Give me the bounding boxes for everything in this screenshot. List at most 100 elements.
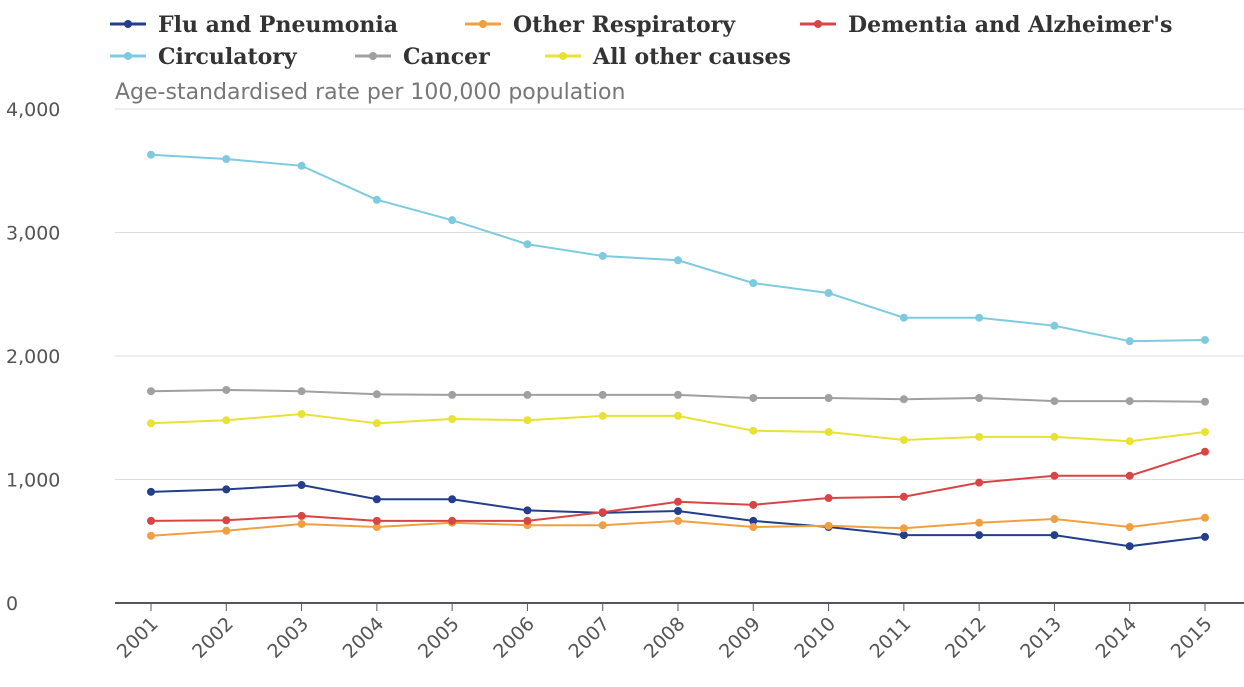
legend-label: All other causes [592, 44, 791, 70]
data-point [899, 435, 908, 444]
data-point [598, 390, 607, 399]
data-point [448, 216, 457, 225]
data-point [372, 195, 381, 204]
data-point [1050, 471, 1059, 480]
data-point [222, 485, 231, 494]
data-point [222, 516, 231, 525]
x-tick-label: 2008 [640, 613, 690, 663]
data-point [1125, 397, 1134, 406]
data-point [523, 416, 532, 425]
y-tick-label: 0 [6, 593, 18, 615]
data-point [222, 155, 231, 164]
x-tick-label: 2006 [489, 613, 539, 663]
data-point [1201, 513, 1209, 522]
data-point [975, 432, 984, 441]
chart-subtitle: Age-standardised rate per 100,000 popula… [115, 80, 625, 105]
data-point [899, 524, 908, 533]
data-point [1050, 515, 1059, 524]
series-line [150, 153, 1206, 343]
legend-marker [124, 52, 132, 60]
legend-marker [124, 20, 132, 28]
data-point [1201, 532, 1209, 541]
data-point [297, 410, 306, 419]
data-point [147, 419, 155, 428]
data-point [824, 393, 833, 402]
x-tick-label: 2013 [1016, 613, 1066, 663]
data-point [297, 511, 306, 520]
data-point [899, 313, 908, 322]
legend-marker [479, 20, 487, 28]
data-point [749, 426, 758, 435]
data-point [147, 531, 155, 540]
data-point [975, 518, 984, 527]
data-point [372, 390, 381, 399]
data-point [448, 414, 457, 423]
x-tick-label: 2015 [1167, 613, 1217, 663]
data-point [523, 240, 532, 249]
x-tick-label: 2014 [1091, 613, 1141, 663]
y-tick-label: 3,000 [6, 223, 60, 245]
data-point [297, 387, 306, 396]
data-point [749, 523, 758, 532]
legend-label: Cancer [403, 44, 490, 70]
y-tick-label: 2,000 [6, 346, 60, 368]
data-point [674, 506, 682, 515]
x-tick-label: 2005 [414, 613, 464, 663]
data-point [749, 393, 758, 402]
x-tick-label: 2012 [941, 613, 991, 663]
data-point [1125, 437, 1134, 446]
data-point [674, 497, 682, 506]
data-point [899, 531, 908, 540]
x-tick-label: 2011 [866, 613, 916, 663]
data-point [824, 521, 833, 530]
legend-marker [369, 52, 377, 60]
data-point [824, 427, 833, 436]
data-point [448, 516, 457, 525]
data-point [372, 523, 381, 532]
legend-label: Other Respiratory [513, 12, 736, 38]
data-point [297, 161, 306, 170]
data-point [674, 516, 682, 525]
data-point [448, 495, 457, 504]
data-point [1201, 397, 1209, 406]
data-point [975, 531, 984, 540]
data-point [1125, 337, 1134, 346]
x-tick-label: 2009 [715, 613, 765, 663]
legend-marker [814, 20, 822, 28]
legend-label: Flu and Pneumonia [158, 12, 398, 38]
data-point [975, 478, 984, 487]
x-tick-label: 2007 [564, 613, 614, 663]
data-point [1201, 447, 1209, 456]
x-tick-label: 2004 [339, 613, 389, 663]
data-point [1050, 397, 1059, 406]
data-point [297, 481, 306, 490]
data-point [297, 519, 306, 528]
data-point [1050, 531, 1059, 540]
data-point [598, 251, 607, 260]
data-point [598, 521, 607, 530]
data-point [523, 516, 532, 525]
data-point [147, 516, 155, 525]
x-tick-label: 2003 [263, 613, 313, 663]
data-point [824, 289, 833, 298]
data-point [147, 487, 155, 496]
legend-label: Circulatory [158, 44, 298, 70]
data-point [674, 411, 682, 420]
data-point [372, 495, 381, 504]
data-point [523, 506, 532, 515]
data-point [222, 385, 231, 394]
x-tick-label: 2010 [790, 613, 840, 663]
data-point [598, 508, 607, 517]
data-point [1125, 471, 1134, 480]
x-tick-label: 2001 [113, 613, 163, 663]
data-point [975, 393, 984, 402]
data-point [824, 494, 833, 503]
data-point [222, 416, 231, 425]
data-point [1050, 432, 1059, 441]
data-point [899, 492, 908, 501]
data-point [523, 390, 532, 399]
data-point [674, 390, 682, 399]
data-point [1125, 523, 1134, 532]
y-tick-label: 1,000 [6, 470, 60, 492]
data-point [222, 526, 231, 535]
